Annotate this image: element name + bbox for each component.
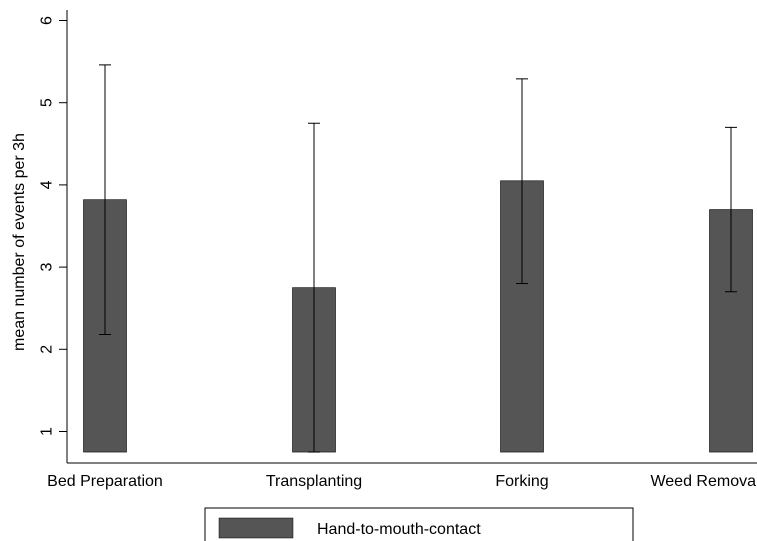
legend-label: Hand-to-mouth-contact bbox=[317, 521, 481, 538]
bar bbox=[709, 209, 753, 453]
y-tick-label: 1 bbox=[39, 427, 56, 436]
x-tick-label: Weed Removal bbox=[650, 473, 757, 490]
x-tick-label: Forking bbox=[495, 473, 548, 490]
x-tick-label: Bed Preparation bbox=[47, 473, 163, 490]
y-axis-ticks: 1 2 3 4 5 6 bbox=[39, 16, 67, 436]
y-tick-label: 2 bbox=[39, 345, 56, 354]
y-axis-title: mean number of events per 3h bbox=[11, 133, 28, 351]
x-tick-label: Transplanting bbox=[266, 473, 362, 490]
y-tick-label: 3 bbox=[39, 263, 56, 272]
error-bars-group bbox=[99, 64, 737, 453]
legend-swatch bbox=[218, 517, 294, 539]
bars-group bbox=[83, 180, 753, 453]
legend: Hand-to-mouth-contact bbox=[204, 507, 634, 541]
x-axis-tick-labels: Bed Preparation Transplanting Forking Weed … bbox=[47, 473, 757, 490]
y-tick-label: 5 bbox=[39, 98, 56, 107]
y-tick-label: 6 bbox=[39, 16, 56, 25]
y-tick-label: 4 bbox=[39, 180, 56, 189]
